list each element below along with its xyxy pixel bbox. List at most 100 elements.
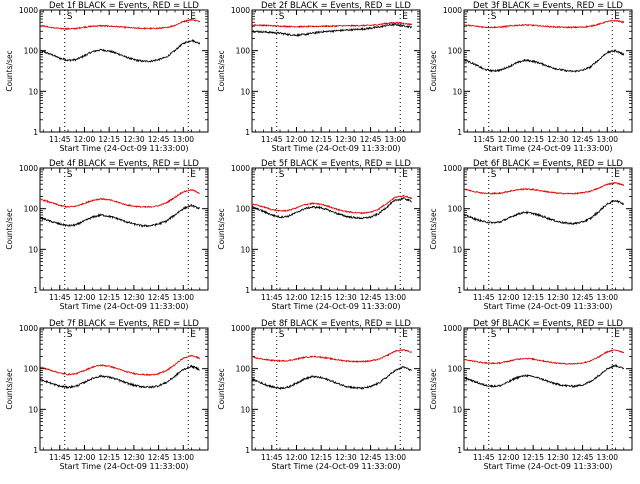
plot-frame [39,167,209,291]
y-tick-label: 10 [28,405,38,414]
x-tick-label: 11:45 [473,453,495,462]
y-axis-label: Counts/sec [5,368,14,409]
lld-series-line [463,181,625,195]
x-tick-label: 13:00 [384,453,406,462]
y-axis-label: Counts/sec [217,50,226,91]
x-tick-label: 12:30 [335,453,357,462]
x-tick-label: 13:00 [172,293,194,302]
lld-series-line [251,21,413,29]
x-tick-label: 12:30 [123,135,145,144]
lld-series-line [463,349,625,365]
x-tick-label: 12:30 [335,293,357,302]
y-tick-label: 1 [245,446,250,455]
y-axis-label: Counts/sec [5,208,14,249]
y-tick-label: 1000 [443,324,462,333]
x-tick-label: 12:15 [98,453,120,462]
y-tick-label: 10 [28,87,38,96]
plot-frame [251,9,421,133]
y-tick-label: 10 [452,245,462,254]
panel-title: Det 1f BLACK = Events, RED = LLD [49,1,199,11]
event-marker-label: S [279,330,285,340]
y-axis-label: Counts/sec [429,368,438,409]
x-axis-label: Start Time (24-Oct-09 11:33:00) [483,462,612,471]
events-series-line [463,199,625,226]
event-marker-label: S [67,12,73,22]
lld-series-line [463,19,625,29]
y-axis-label: Counts/sec [429,208,438,249]
y-axis-label: Counts/sec [217,368,226,409]
y-axis-label: Counts/sec [5,50,14,91]
event-marker-label: E [402,330,408,340]
x-tick-label: 13:00 [172,453,194,462]
events-series-line [39,203,201,228]
x-tick-label: 12:45 [572,135,594,144]
events-series-line [39,364,200,390]
event-marker-label: S [279,170,285,180]
x-tick-label: 12:00 [498,135,520,144]
plot-frame [463,9,633,133]
y-tick-label: 100 [448,365,463,374]
x-tick-label: 12:45 [148,293,170,302]
event-marker-label: E [190,330,196,340]
x-tick-label: 12:00 [286,293,308,302]
y-tick-label: 1000 [19,324,38,333]
y-tick-label: 100 [24,205,39,214]
lld-series-line [39,188,200,209]
panel-title: Det 8f BLACK = Events, RED = LLD [261,319,411,329]
lld-series-line [39,354,200,377]
y-tick-label: 10 [452,405,462,414]
x-tick-label: 12:15 [310,293,332,302]
x-axis-label: Start Time (24-Oct-09 11:33:00) [59,144,188,153]
y-tick-label: 1 [33,286,38,295]
x-axis-label: Start Time (24-Oct-09 11:33:00) [483,144,612,153]
y-tick-label: 1000 [443,6,462,15]
events-series-line [463,363,625,389]
event-marker-label: S [491,12,497,22]
x-tick-label: 12:45 [572,453,594,462]
plot-frame [39,327,209,451]
x-tick-label: 11:45 [49,135,71,144]
x-tick-label: 12:30 [547,293,569,302]
event-marker-label: S [67,170,73,180]
x-tick-label: 12:45 [572,293,594,302]
x-tick-label: 12:15 [310,453,332,462]
y-tick-label: 1000 [231,164,250,173]
x-tick-label: 12:00 [498,293,520,302]
y-tick-label: 1000 [231,6,250,15]
y-tick-label: 1 [33,446,38,455]
y-tick-label: 10 [240,245,250,254]
y-tick-label: 100 [236,205,251,214]
y-tick-label: 1 [33,128,38,137]
x-tick-label: 13:00 [596,135,618,144]
panel-title: Det 7f BLACK = Events, RED = LLD [49,319,199,329]
y-tick-label: 100 [24,47,39,56]
y-tick-label: 1 [245,128,250,137]
x-tick-label: 13:00 [384,135,406,144]
panel-title: Det 5f BLACK = Events, RED = LLD [261,159,411,169]
x-axis-label: Start Time (24-Oct-09 11:33:00) [59,302,188,311]
panel-title: Det 3f BLACK = Events, RED = LLD [473,1,623,11]
x-tick-label: 12:45 [148,135,170,144]
y-tick-label: 1000 [19,6,38,15]
event-marker-label: S [491,330,497,340]
y-tick-label: 1 [457,128,462,137]
x-tick-label: 12:45 [360,293,382,302]
x-tick-label: 11:45 [261,293,283,302]
panel-title: Det 6f BLACK = Events, RED = LLD [473,159,623,169]
x-tick-label: 12:30 [547,135,569,144]
x-tick-label: 11:45 [49,453,71,462]
x-tick-label: 12:15 [98,293,120,302]
plot-frame [463,327,633,451]
y-tick-label: 1 [457,286,462,295]
x-tick-label: 12:15 [310,135,332,144]
